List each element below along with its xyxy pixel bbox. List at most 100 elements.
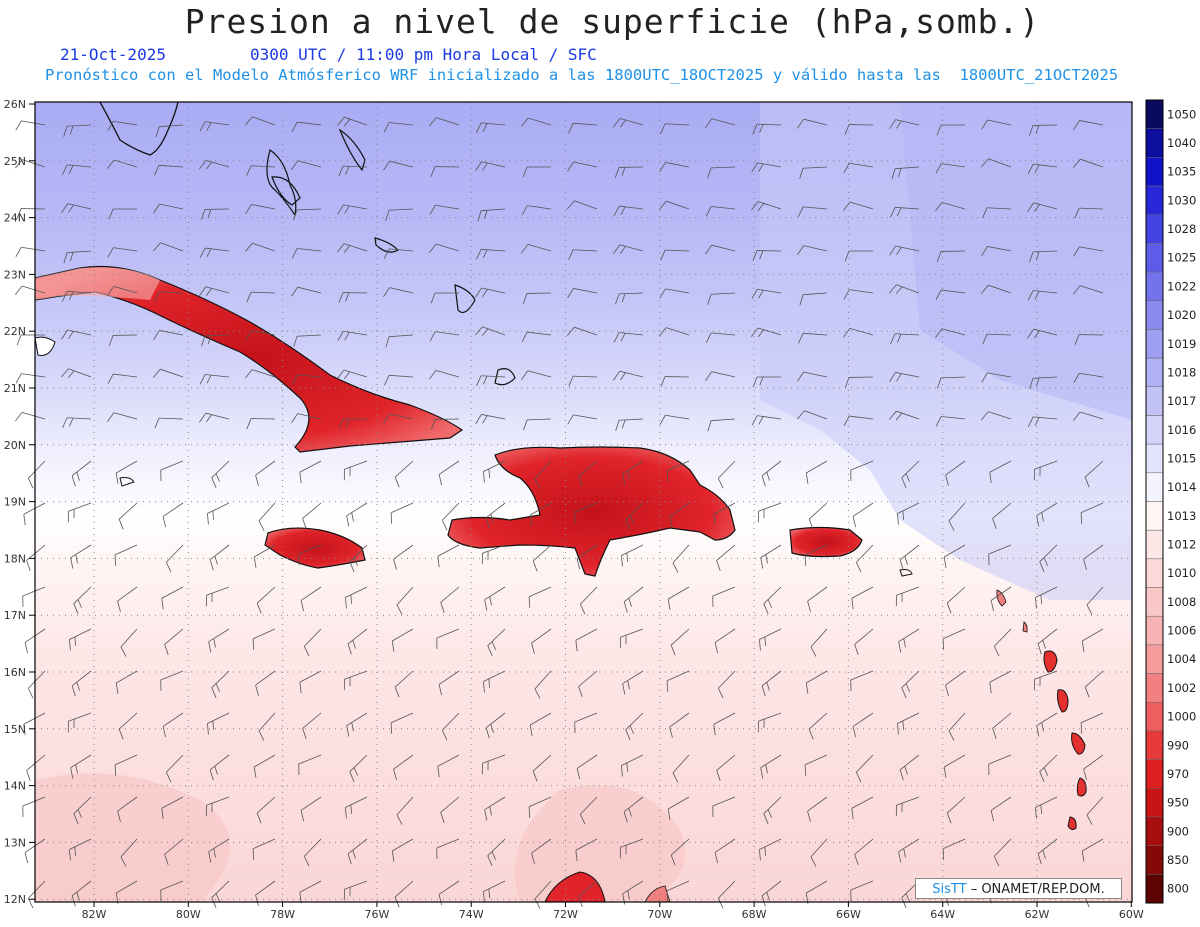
wind-barb [807,586,828,612]
land-south-america [544,871,606,902]
wind-barb [1073,246,1104,257]
wind-barb [901,670,920,698]
colorbar-swatch [1145,730,1164,760]
lat-label: 19N [4,496,26,509]
wind-barb [576,544,598,570]
wind-barb [484,796,506,821]
wind-barb [347,628,368,655]
colorbar-swatch [1145,214,1164,244]
wind-barb [60,368,92,378]
wind-barb [258,502,276,531]
wind-barb [804,544,828,566]
lon-label: 76W [364,908,389,921]
lat-label: 25N [4,155,26,168]
wind-barb [750,201,782,211]
wind-barb [205,586,230,607]
lat-lon-grid [35,102,1132,902]
wind-barb [1035,586,1058,609]
wind-barb [429,370,460,380]
wind-barb [851,586,874,610]
wind-barb [245,204,276,214]
lon-label: 68W [742,908,767,921]
wind-barb [613,332,644,343]
colorbar-swatch [1145,472,1164,502]
wind-barb [298,754,322,775]
wind-barb [895,796,920,817]
wind-barb [752,376,781,388]
wind-barb [336,369,368,380]
wind-barb [120,628,138,657]
wind-barb [1083,544,1104,570]
colorbar-label: 1014 [1167,480,1196,494]
wind-barb [291,413,322,423]
wind-barb [842,201,874,211]
wind-barb [385,208,414,221]
colorbar-label: 1006 [1167,624,1196,638]
lat-label: 16N [4,666,26,679]
wind-barb [393,754,414,780]
wind-barb [71,670,92,697]
colorbar-label: 1019 [1167,337,1196,351]
wind-barb [757,502,782,523]
wind-barb [805,670,828,694]
wind-barb [154,417,184,429]
wind-barb [899,754,920,781]
wind-barb [1083,754,1104,780]
colorbar-swatch [1145,587,1164,617]
wind-barb [349,754,368,782]
colorbar-label: 1018 [1167,365,1196,379]
wind-barb [1072,158,1104,168]
wind-barb [707,418,736,432]
low-pressure-patch [35,773,230,902]
lon-label: 80W [176,908,201,921]
wind-barb [201,334,230,347]
wind-barb [705,332,736,343]
wind-barb [521,370,552,380]
colorbar-label: 950 [1167,796,1189,810]
colorbar-label: 800 [1167,882,1189,896]
wind-barb [613,118,644,128]
wind-barb [118,502,138,530]
wind-barb [712,796,736,817]
colorbar-label: 1020 [1167,308,1196,322]
land-hispaniola [447,446,736,577]
wind-barb [521,331,552,342]
colorbar-swatch [1145,157,1164,187]
wind-barb [1084,670,1104,698]
wind-barb [534,880,552,909]
colorbar-label: 1028 [1167,222,1196,236]
wind-barb [303,628,322,657]
wind-barb [15,246,46,257]
wind-barb [246,165,276,176]
wind-barb [567,414,598,425]
wind-barb [625,502,644,530]
wind-barb [383,287,414,297]
wind-barb [481,544,506,565]
wind-barb [349,544,368,572]
wind-barb [660,376,690,387]
wind-barb [945,670,966,696]
latitude-labels: 26N 25N 24N 23N 22N 21N 20N 19N 18N 17N 16N 15N 14N 1… [4,98,35,906]
wind-barb [705,371,736,381]
wind-barb [810,838,828,867]
wind-barb [337,204,368,215]
wind-barb [256,586,276,614]
wind-barb [575,628,598,652]
wind-barb [211,670,230,698]
wind-barb [750,327,782,338]
wind-barb [115,670,138,694]
wind-barb [712,586,736,607]
wind-barb [162,712,184,738]
colorbar-swatch [1145,845,1164,875]
wind-barb [993,838,1012,867]
wind-barb [615,292,644,305]
wind-barb [14,159,46,169]
land-florida [99,102,179,156]
wind-barb [982,207,1012,218]
wind-barb [16,334,45,346]
wind-barb [851,796,874,820]
wind-barb [1080,712,1104,734]
wind-barb [946,586,966,614]
wind-barb [291,248,322,259]
wind-barb [394,670,414,698]
